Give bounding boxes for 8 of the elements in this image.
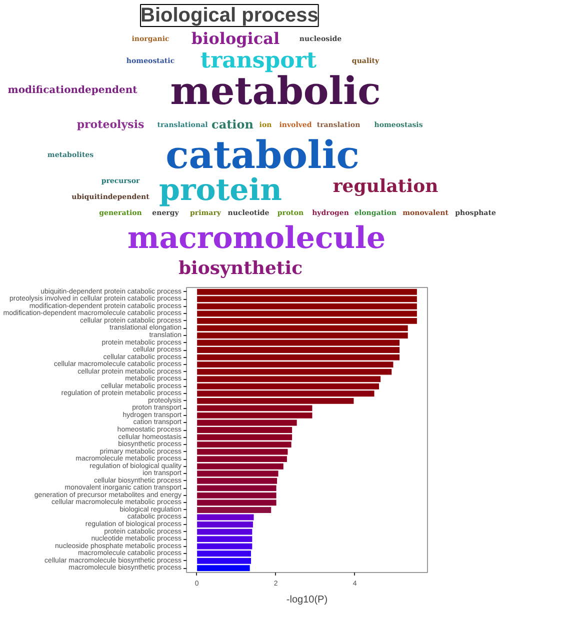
text: biosynthetic — [178, 258, 303, 279]
x-axis-title: -log10(P) — [286, 594, 328, 606]
text: regulation — [332, 176, 438, 197]
text: Biological process — [140, 4, 318, 26]
text: modificationdependent — [8, 85, 138, 96]
text: cation — [212, 118, 254, 132]
text: biological — [191, 29, 280, 48]
text: macromolecule — [127, 221, 386, 256]
